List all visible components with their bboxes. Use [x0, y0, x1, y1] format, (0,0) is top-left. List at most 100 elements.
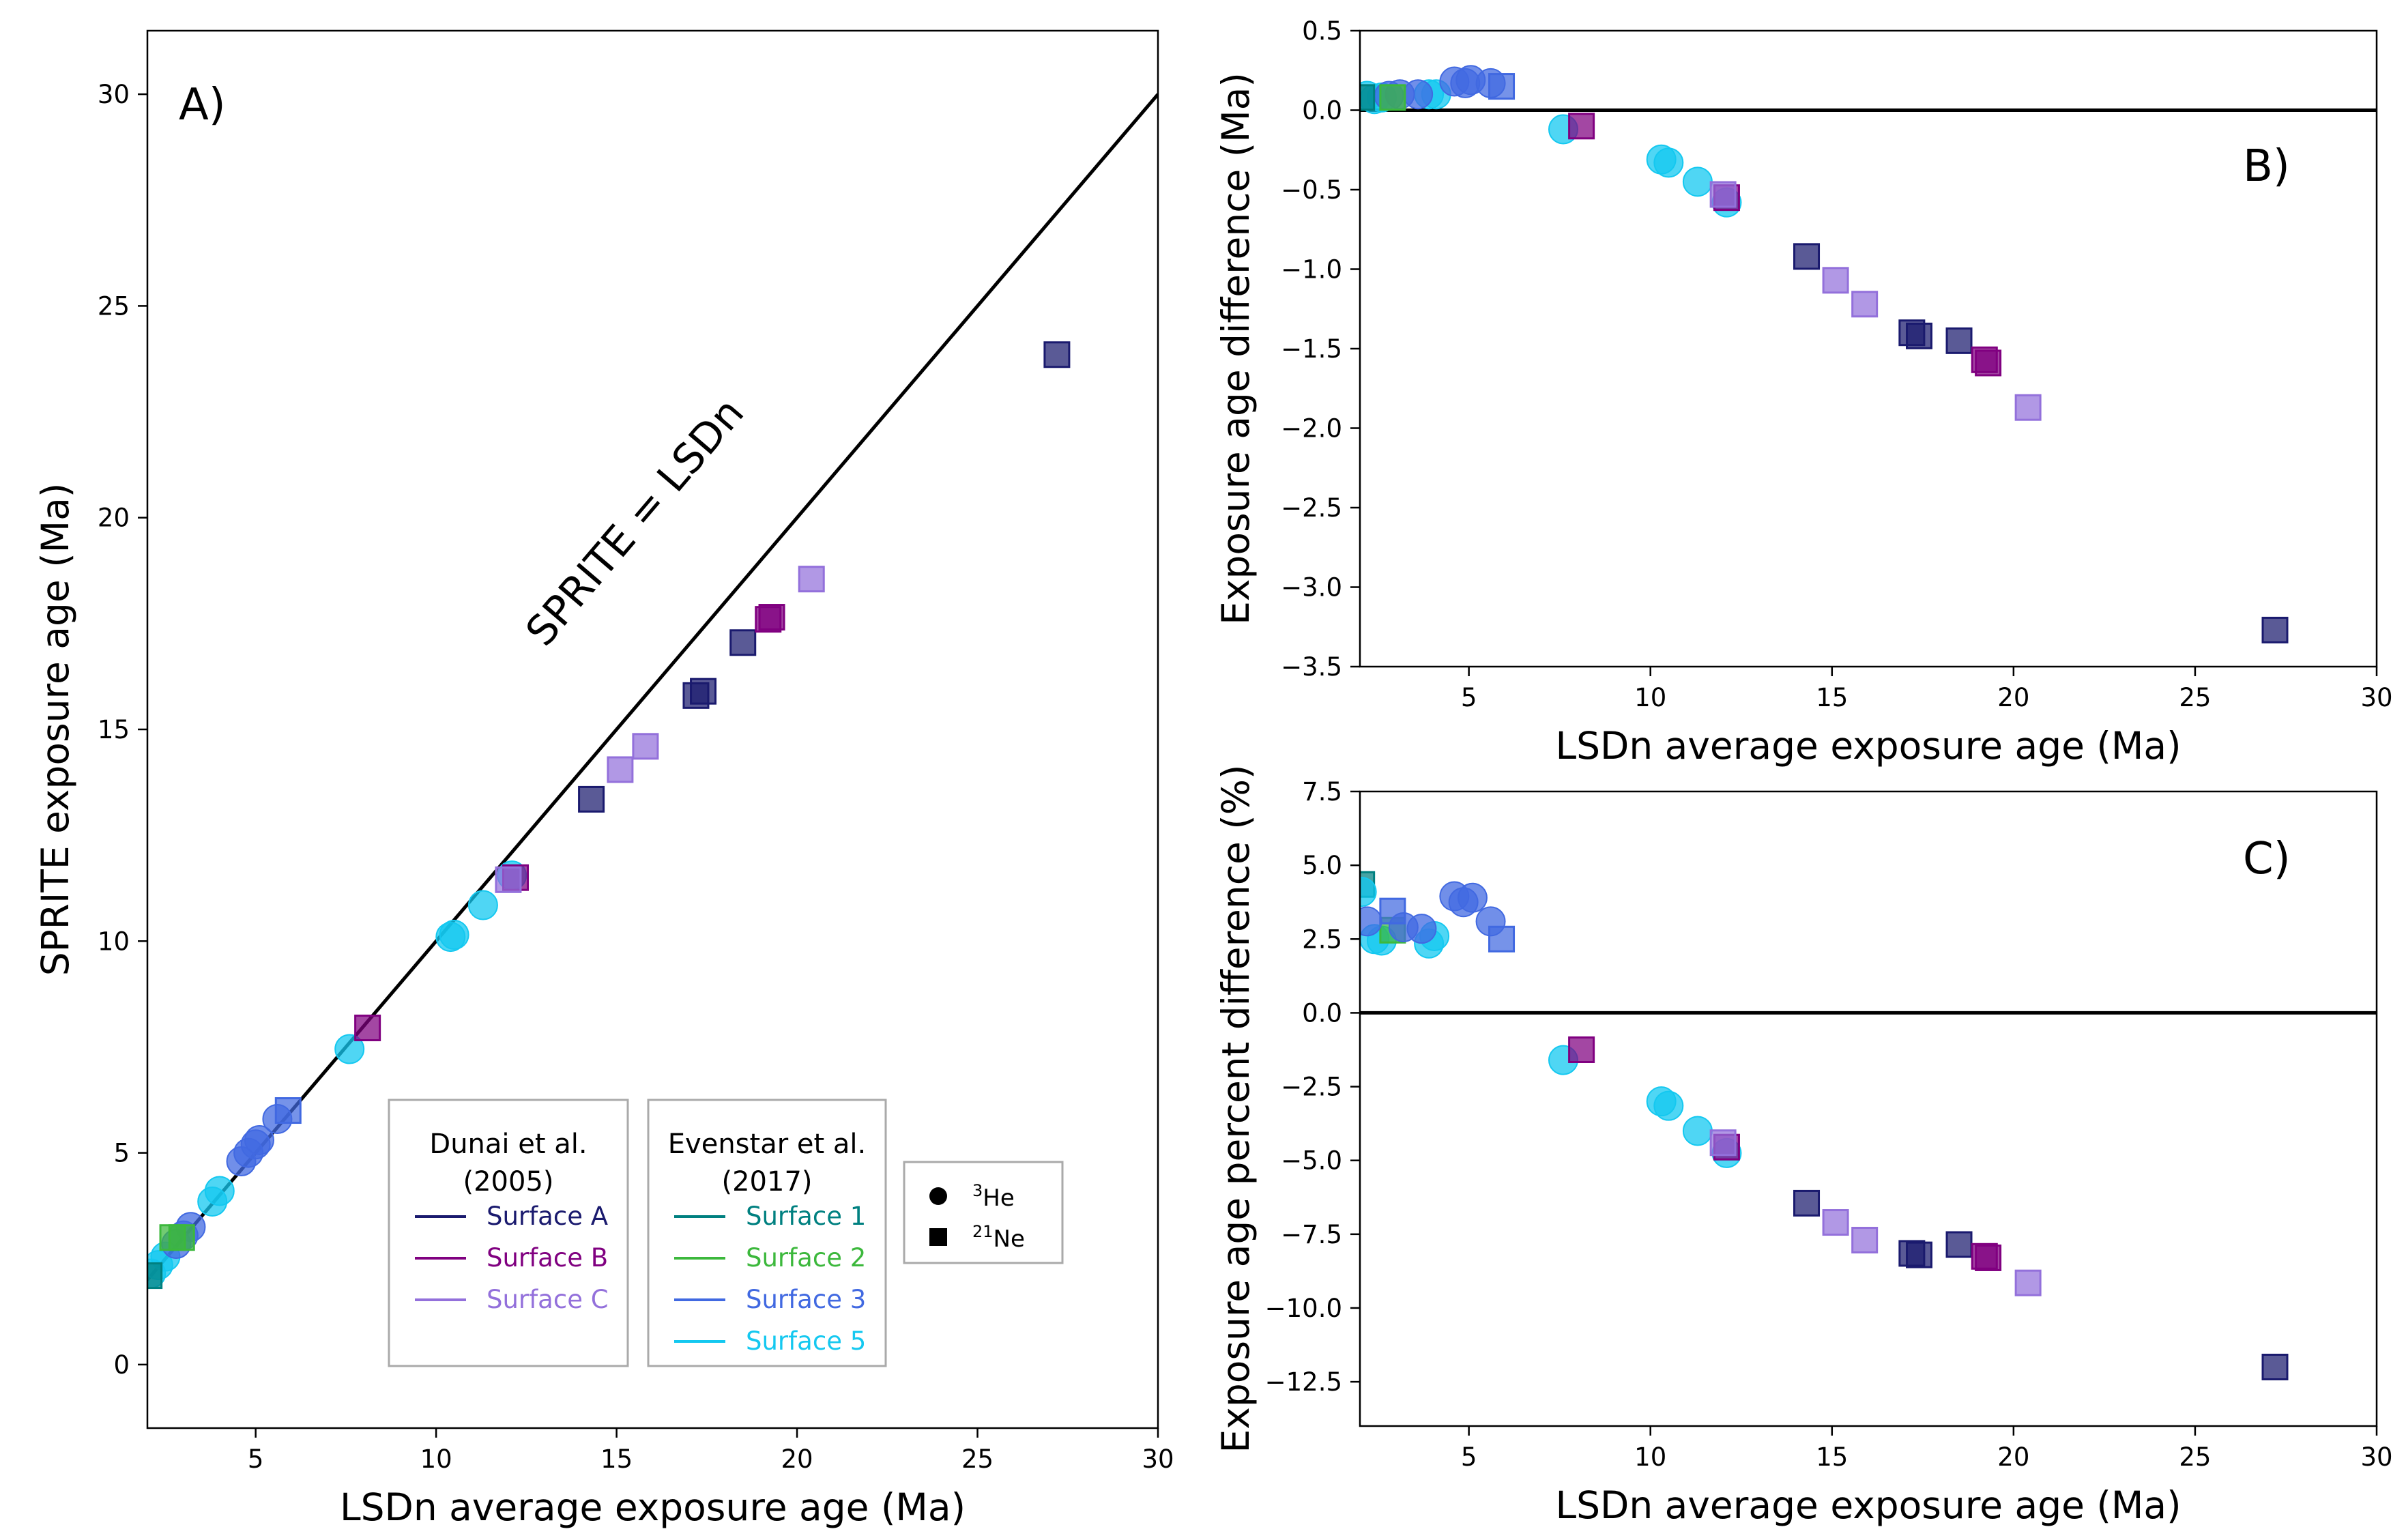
he3-marker [1653, 1090, 1684, 1121]
legend-item-label: Surface 2 [746, 1243, 866, 1273]
plot-area [1360, 871, 2377, 1380]
ne21-marker [1851, 1226, 1879, 1253]
x-tick-label: 25 [961, 1444, 994, 1474]
ne21-marker [354, 1015, 381, 1042]
ne21-marker [607, 756, 634, 783]
he3-marker [1406, 914, 1437, 944]
ne21-marker [1709, 181, 1737, 208]
ne21-marker [1822, 1209, 1849, 1236]
y-axis-label: Exposure age difference (Ma) [1214, 72, 1258, 625]
ne21-marker [690, 678, 717, 705]
y-tick-label: −10.0 [1265, 1294, 1342, 1323]
x-tick-label: 5 [1461, 683, 1477, 712]
y-tick-label: −1.0 [1281, 255, 1342, 285]
panel-label: C) [2243, 834, 2291, 884]
ne21-marker [578, 785, 605, 813]
x-tick-label: 30 [1142, 1444, 1174, 1474]
legend-item-label: Surface B [487, 1243, 608, 1273]
ne21-marker [1568, 113, 1595, 140]
x-tick-label: 5 [248, 1444, 264, 1474]
he3-marker [1360, 906, 1382, 937]
x-tick-label: 25 [2179, 1442, 2211, 1472]
ne21-marker [1793, 1189, 1821, 1217]
y-tick-label: 20 [98, 504, 130, 533]
ne21-marker [1488, 925, 1516, 953]
legend-title: Dunai et al. [429, 1129, 587, 1160]
y-tick-label: 30 [98, 80, 130, 109]
x-axis-label: LSDn average exposure age (Ma) [1555, 724, 2181, 768]
ne21-marker [1793, 243, 1821, 270]
he3-marker [467, 890, 498, 920]
y-tick-label: 10 [98, 927, 130, 956]
he3-marker [244, 1124, 274, 1155]
y-tick-label: −2.0 [1281, 414, 1342, 444]
legend-marker-label: 21Ne [972, 1222, 1025, 1253]
x-axis-label: LSDn average exposure age (Ma) [1555, 1483, 2181, 1527]
y-tick-label: −1.5 [1281, 334, 1342, 364]
y-tick-label: −0.5 [1281, 175, 1342, 205]
y-tick-label: −2.5 [1281, 493, 1342, 523]
panel-label: B) [2243, 141, 2290, 192]
ne21-marker [1906, 322, 1932, 349]
ne21-marker [1043, 341, 1071, 368]
he3-marker [1403, 79, 1434, 110]
he3-marker [1682, 166, 1713, 197]
y-tick-label: 2.5 [1302, 925, 1342, 954]
ne21-marker [2014, 394, 2042, 421]
legend-group: Dunai et al. (2005) Surface A Surface B Surf… [388, 1099, 1064, 1367]
y-axis-label: Exposure age percent difference (%) [1214, 765, 1258, 1453]
x-axis-label: LSDn average exposure age (Ma) [340, 1485, 966, 1529]
legend-marker-label: 3He [972, 1181, 1015, 1212]
x-tick-label: 15 [600, 1444, 633, 1474]
ne21-marker [274, 1097, 302, 1124]
isotope-mass-number: 21 [972, 1222, 994, 1241]
ne21-marker [168, 1224, 195, 1251]
legend-frame [388, 1099, 629, 1367]
y-tick-label: −3.0 [1281, 573, 1342, 602]
he3-marker [204, 1176, 235, 1206]
y-tick-label: 0.0 [1302, 998, 1342, 1028]
he3-marker [439, 919, 469, 950]
legend-markers: 3He 21Ne [903, 1161, 1064, 1264]
y-tick-label: −7.5 [1281, 1220, 1342, 1249]
he3-marker [1360, 877, 1377, 907]
ne21-marker [495, 866, 522, 893]
ne21-marker [2261, 1353, 2289, 1380]
axes-frame [1359, 790, 2378, 1427]
ne21-marker [147, 1262, 163, 1290]
x-tick-label: 15 [1816, 683, 1848, 712]
he3-marker [1653, 147, 1684, 178]
legend-title: Evenstar et al. [668, 1129, 866, 1160]
legend-item-label: Surface A [487, 1202, 608, 1231]
x-tick-label: 30 [2360, 1442, 2392, 1472]
isotope-symbol: He [983, 1185, 1014, 1212]
x-tick-label: 30 [2360, 683, 2392, 712]
x-tick-label: 5 [1461, 1442, 1477, 1472]
isotope-symbol: Ne [994, 1225, 1025, 1253]
x-tick-label: 15 [1816, 1442, 1848, 1472]
ne21-marker [1975, 349, 2002, 377]
y-tick-label: 7.5 [1302, 777, 1342, 807]
ne21-marker [1379, 84, 1406, 111]
ne21-marker [1568, 1036, 1595, 1063]
x-tick-label: 20 [1997, 1442, 2029, 1472]
legend-frame [903, 1161, 1064, 1264]
legend-title: (2017) [721, 1166, 812, 1197]
ne21-marker [1945, 327, 1973, 354]
legend-item-label: Surface 5 [746, 1326, 866, 1356]
ne21-marker [1822, 267, 1849, 294]
reference-line-label: SPRITE = LSDn [517, 390, 753, 656]
panel-c: 5 10 15 20 25 30 7.5 5.0 2.5 0.0 −2.5 −5.0 −7.5 −10.0… [1214, 765, 2393, 1527]
x-tick-label: 10 [1634, 1442, 1666, 1472]
ne21-marker [2261, 616, 2289, 643]
he3-marker [1682, 1116, 1713, 1146]
he3-marker [334, 1034, 365, 1064]
ne21-marker [1975, 1244, 2002, 1271]
y-tick-label: 0.5 [1302, 16, 1342, 46]
y-tick-label: −5.0 [1281, 1146, 1342, 1176]
isotope-mass-number: 3 [972, 1181, 983, 1200]
plot-area [147, 93, 1158, 1290]
ne21-marker [1379, 897, 1406, 925]
plot-area [1360, 65, 2377, 643]
x-tick-label: 25 [2179, 683, 2211, 712]
